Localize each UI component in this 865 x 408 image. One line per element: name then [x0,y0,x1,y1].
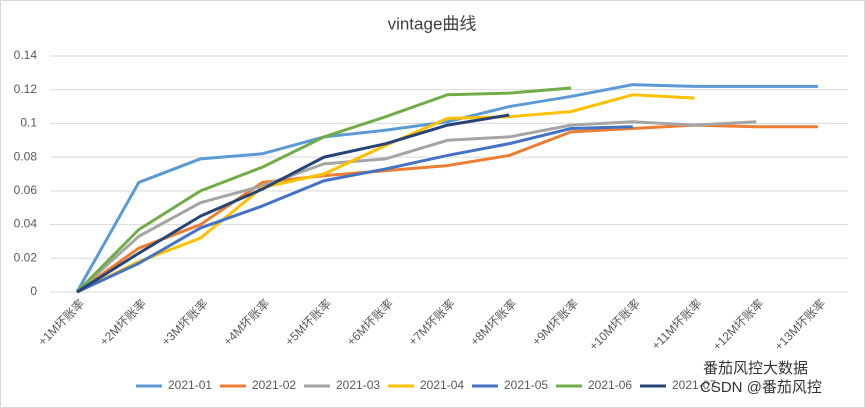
watermark: CSDN @番茄风控 [700,379,822,396]
series-line [76,113,510,294]
y-tick-label: 0.06 [14,183,38,197]
y-tick-label: 0.14 [14,48,38,62]
series-line [75,83,818,293]
series-line [75,86,572,294]
legend-label: 2021-02 [252,378,296,392]
series-line [76,125,633,294]
series-line [76,93,695,294]
legend-label: 2021-06 [588,378,632,392]
legend-label: 2021-03 [336,378,380,392]
legend-label: 2021-05 [504,378,548,392]
y-tick-label: 0.12 [14,82,38,96]
legend-label: 2021-07 [672,378,716,392]
y-tick-label: 0.02 [14,250,38,264]
y-tick-label: 0.08 [14,149,38,163]
legend-label: 2021-04 [420,378,464,392]
y-tick-label: 0 [30,284,37,298]
legend-label: 2021-01 [168,378,212,392]
y-tick-label: 0.04 [14,217,38,231]
series-line [75,120,757,294]
watermark: 番茄风控大数据 [703,360,808,377]
y-tick-label: 0.1 [20,116,37,130]
chart-title: vintage曲线 [388,14,477,33]
